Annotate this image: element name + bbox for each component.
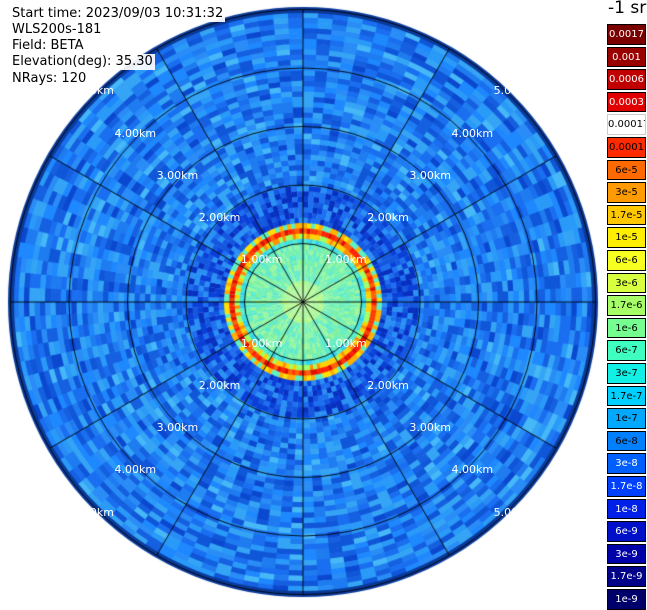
range-ring-label: 2.00km [198, 210, 241, 224]
colorbar-level: 3e-6 [607, 272, 646, 294]
range-ring-label: 5.00km [72, 505, 114, 519]
colorbar-level: 6e-7 [607, 340, 646, 361]
range-ring-label: 3.00km [409, 168, 451, 182]
range-ring-label: 5.00km [493, 84, 536, 98]
colorbar-level: 1.7e-6 [607, 295, 646, 316]
colorbar-level: 0.0017 [607, 24, 646, 45]
colorbar-level: 0.001 [607, 46, 646, 68]
colorbar-level: 3e-7 [607, 363, 646, 384]
range-ring-label: 3.00km [409, 421, 451, 435]
range-ring-label: 5.00km [72, 84, 114, 98]
elevation-text: Elevation(deg): 35.30 [10, 54, 155, 70]
colorbar-level: 3e-9 [607, 543, 646, 565]
range-ring-label: 1.00km [240, 252, 283, 266]
colorbar-level: 6e-6 [607, 250, 646, 271]
range-ring-label: 3.00km [156, 421, 199, 435]
colorbar-level: 1e-6 [607, 317, 646, 339]
colorbar: 0.0017 0.001 0.0006 0.0003 0.00017 0.0001 6e-5… [606, 0, 647, 610]
range-ring-label: 2.00km [367, 210, 409, 224]
range-ring-label: 1.00km [240, 337, 283, 351]
colorbar-level: 1.7e-9 [607, 566, 646, 587]
colorbar-level: 1e-8 [607, 498, 646, 520]
range-ring-label: 1.00km [325, 252, 367, 266]
range-ring-label: 2.00km [198, 379, 241, 393]
start-time-text: Start time: 2023/09/03 10:31:32 [10, 6, 226, 22]
colorbar-unit-label: -1 sr [608, 0, 647, 18]
colorbar-level: 6e-9 [607, 521, 646, 542]
range-ring-label: 4.00km [451, 126, 494, 140]
ppi-polar-plot [0, 0, 606, 607]
colorbar-level: 3e-5 [607, 182, 646, 203]
colorbar-level: 1.7e-8 [607, 476, 646, 497]
colorbar-level: 1e-5 [607, 227, 646, 248]
range-ring-label: 3.00km [156, 168, 199, 182]
nrays-text: NRays: 120 [10, 71, 89, 87]
colorbar-level: 6e-8 [607, 430, 646, 452]
colorbar-level: 1e-7 [607, 408, 646, 429]
colorbar-level: 3e-8 [607, 453, 646, 474]
colorbar-level: 1.7e-7 [607, 385, 646, 407]
colorbar-level: 0.0001 [607, 137, 646, 158]
range-ring-label: 4.00km [114, 126, 157, 140]
colorbar-level: 0.0003 [607, 91, 646, 113]
range-ring-label: 4.00km [451, 463, 494, 477]
colorbar-level: 1.7e-5 [607, 204, 646, 226]
colorbar-level: 0.00017 [607, 114, 646, 135]
colorbar-level: 6e-5 [607, 159, 646, 181]
colorbar-level: 1e-9 [607, 589, 646, 610]
range-ring-label: 5.00km [493, 505, 536, 519]
colorbar-level: 0.0006 [607, 69, 646, 90]
range-ring-label: 1.00km [325, 337, 367, 351]
range-ring-label: 2.00km [367, 379, 409, 393]
field-text: Field: BETA [10, 38, 86, 54]
instrument-text: WLS200s-181 [10, 22, 104, 38]
range-ring-label: 4.00km [114, 463, 157, 477]
